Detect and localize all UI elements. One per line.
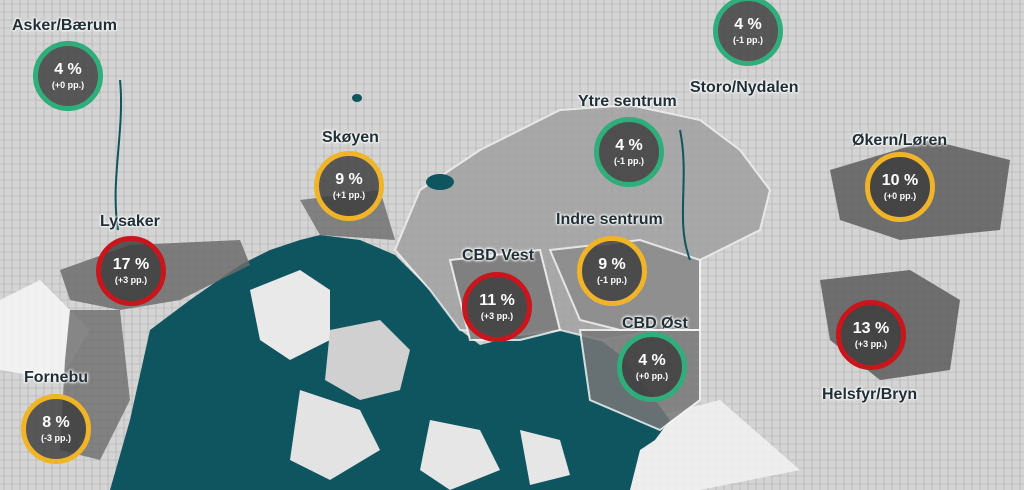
river [679,129,691,261]
vacancy-badge-okern-loren: 10 % (+0 pp.) [865,152,935,222]
vacancy-badge-indre-sentrum: 9 % (-1 pp.) [577,236,647,306]
vacancy-change: (-1 pp.) [614,156,644,166]
area-label-fornebu: Fornebu [24,369,88,386]
vacancy-badge-lysaker: 17 % (+3 pp.) [96,236,166,306]
vacancy-change: (+0 pp.) [635,371,669,381]
area-label-lysaker: Lysaker [100,213,160,230]
river [114,79,123,231]
vacancy-badge-ytre-sentrum: 4 % (-1 pp.) [594,117,664,187]
area-label-ytre-sentrum: Ytre sentrum [578,93,677,110]
area-label-helsfyr-bryn: Helsfyr/Bryn [822,386,918,403]
island [250,270,330,360]
area-label-cbd-vest: CBD Vest [462,247,535,264]
island [520,430,570,485]
vacancy-change: (+0 pp.) [51,80,85,90]
vacancy-rate: 10 % [881,172,919,189]
area-label-cbd-ost: CBD Øst [622,315,688,332]
vacancy-rate: 8 % [42,414,70,431]
vacancy-rate: 4 % [54,61,82,78]
area-label-asker-baerum: Asker/Bærum [12,17,117,34]
vacancy-rate: 4 % [734,16,762,33]
area-label-okern-loren: Økern/Løren [852,132,948,149]
vacancy-rate: 4 % [615,137,643,154]
vacancy-change: (-1 pp.) [733,35,763,45]
vacancy-change: (-1 pp.) [597,275,627,285]
lake [426,174,454,190]
vacancy-rate: 17 % [112,256,150,273]
vacancy-change: (+3 pp.) [480,311,514,321]
vacancy-change: (-3 pp.) [41,433,71,443]
vacancy-badge-cbd-vest: 11 % (+3 pp.) [462,272,532,342]
vacancy-badge-helsfyr-bryn: 13 % (+3 pp.) [836,300,906,370]
vacancy-rate: 9 % [598,256,626,273]
vacancy-badge-storo-nydalen: 4 % (-1 pp.) [713,0,783,66]
vacancy-change: (+1 pp.) [332,190,366,200]
vacancy-rate: 11 % [479,292,515,309]
area-label-indre-sentrum: Indre sentrum [556,211,663,228]
vacancy-rate: 9 % [335,171,363,188]
island [290,390,380,480]
island [420,420,500,490]
island [325,320,410,400]
area-label-storo-nydalen: Storo/Nydalen [690,79,799,96]
vacancy-change: (+3 pp.) [854,339,888,349]
vacancy-badge-asker-baerum: 4 % (+0 pp.) [33,41,103,111]
vacancy-badge-skoyen: 9 % (+1 pp.) [314,151,384,221]
vacancy-badge-fornebu: 8 % (-3 pp.) [21,394,91,464]
vacancy-change: (+3 pp.) [114,275,148,285]
lake [352,94,362,102]
vacancy-rate: 13 % [852,320,890,337]
vacancy-badge-cbd-ost: 4 % (+0 pp.) [617,332,687,402]
vacancy-change: (+0 pp.) [883,191,917,201]
vacancy-rate: 4 % [638,352,666,369]
area-label-skoyen: Skøyen [322,129,379,146]
